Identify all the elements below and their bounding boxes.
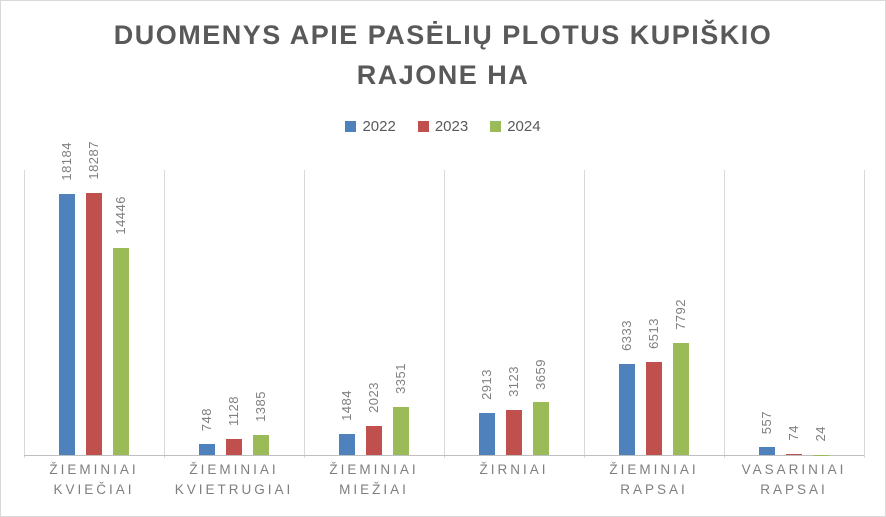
legend-item-2022: 2022 <box>345 118 396 135</box>
chart-title-line-2: RAJONE HA <box>356 60 530 90</box>
bar-value-label: 3659 <box>533 358 548 390</box>
category-separator-gridline <box>584 170 585 458</box>
legend-item-2023: 2023 <box>417 118 469 135</box>
bar-value-label: 6333 <box>619 320 634 352</box>
category-axis-line <box>24 455 864 456</box>
bar-2024-3 <box>393 406 409 455</box>
category-separator-gridline <box>864 170 865 458</box>
plot-area: 18184 18287 14446 748 1128 1385 1484 2023 3351 29… <box>24 141 865 458</box>
category-separator-gridline <box>24 170 25 458</box>
bar-value-label: 18184 <box>59 142 74 181</box>
category-label: ŽIEMINIAI MIEŽIAI <box>329 462 419 497</box>
legend-label-2023: 2023 <box>434 118 469 135</box>
category-axis: ŽIEMINIAI KVIEČIAI ŽIEMINIAI KVIETRUGIAI Ž… <box>24 460 864 510</box>
bar-value-label: 1128 <box>226 395 241 426</box>
legend-swatch-2022 <box>345 121 357 132</box>
bar-2023-4 <box>506 410 522 455</box>
bar-value-label: 74 <box>786 425 801 441</box>
bar-value-label: 557 <box>759 410 774 435</box>
category-label: ŽIEMINIAI KVIETRUGIAI <box>174 462 294 497</box>
category-label: ŽIRNIAI <box>479 462 549 477</box>
bar-2022-6 <box>759 447 775 455</box>
bar-value-label: 1484 <box>339 389 354 421</box>
legend-label-2022: 2022 <box>362 118 396 135</box>
bar-2023-5 <box>646 361 662 455</box>
legend: 2022 2023 2024 <box>1 118 885 135</box>
bar-value-label: 3351 <box>393 362 408 394</box>
bar-2023-3 <box>366 425 382 455</box>
category-label: VASARINIAI RAPSAI <box>741 462 847 497</box>
category-separator-gridline <box>164 170 165 458</box>
bar-value-label: 6513 <box>646 317 661 349</box>
bar-2023-1 <box>86 192 102 455</box>
bar-2022-4 <box>479 413 495 455</box>
bar-2024-2 <box>253 435 269 455</box>
chart-title: DUOMENYS APIE PASĖLIŲ PLOTUS KUPIŠKIO RA… <box>1 15 885 95</box>
category-separator-gridline <box>304 170 305 458</box>
bar-2022-1 <box>59 194 75 455</box>
bar-value-label: 24 <box>813 426 828 442</box>
legend-swatch-2023 <box>417 121 429 132</box>
chart-title-line-1: DUOMENYS APIE PASĖLIŲ PLOTUS KUPIŠKIO <box>113 20 773 50</box>
bar-2024-1 <box>113 247 129 455</box>
bar-value-label: 14446 <box>113 196 128 235</box>
category-label: ŽIEMINIAI KVIEČIAI <box>49 462 139 497</box>
bar-value-label: 3123 <box>506 366 521 398</box>
bar-2024-4 <box>533 402 549 455</box>
legend-label-2024: 2024 <box>507 118 541 135</box>
bar-2022-3 <box>339 433 355 455</box>
bar-value-label: 2913 <box>479 369 494 401</box>
bar-value-label: 1385 <box>253 391 268 423</box>
bar-value-label: 7792 <box>673 299 688 331</box>
bar-2023-6 <box>786 453 802 455</box>
bar-2022-2 <box>199 444 215 455</box>
bar-value-label: 748 <box>199 408 214 432</box>
bar-2023-2 <box>226 438 242 455</box>
bar-2022-5 <box>619 364 635 455</box>
bar-value-label: 18287 <box>86 140 101 180</box>
legend-swatch-2024 <box>490 121 502 132</box>
category-separator-gridline <box>724 170 725 458</box>
bar-value-label: 2023 <box>366 382 381 413</box>
category-label: ŽIEMINIAI RAPSAI <box>609 462 699 497</box>
legend-item-2024: 2024 <box>490 118 541 135</box>
category-separator-gridline <box>444 170 445 458</box>
bar-2024-5 <box>673 343 689 455</box>
